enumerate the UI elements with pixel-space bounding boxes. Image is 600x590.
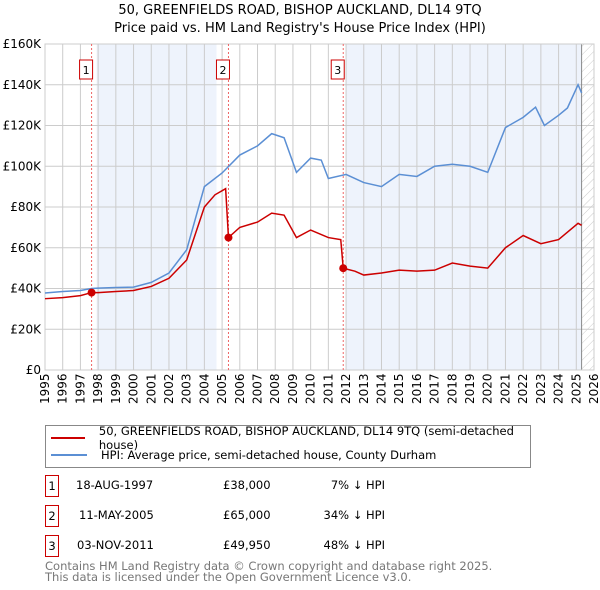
copyright-text: Contains HM Land Registry data © Crown c… <box>45 559 493 573</box>
x-tick-label: 2002 <box>162 373 176 404</box>
sale-price: £65,000 <box>223 508 271 522</box>
sale-marker: 3 <box>45 535 59 557</box>
sale-point <box>339 264 348 273</box>
sale-label-box <box>215 59 230 80</box>
legend: 50, GREENFIELDS ROAD, BISHOP AUCKLAND, D… <box>45 424 531 468</box>
chart-title: 50, GREENFIELDS ROAD, BISHOP AUCKLAND, D… <box>118 3 482 18</box>
x-tick-label: 2019 <box>463 373 477 404</box>
sale-price: £38,000 <box>223 478 271 492</box>
x-tick-label: 1997 <box>73 373 87 404</box>
blue-line-icon <box>51 454 87 456</box>
x-tick-label: 2000 <box>127 373 141 404</box>
sale-label: 2 <box>219 64 226 77</box>
x-tick-label: 1999 <box>109 373 123 404</box>
x-tick-label: 2007 <box>251 373 265 404</box>
x-tick-label: 2026 <box>587 373 600 404</box>
sale-row: 2 11-MAY-2005 £65,000 34% ↓ HPI <box>45 505 545 527</box>
sale-point <box>224 233 233 242</box>
price-chart: 1995 1996 1997 1998 1999 2000 2001 2002 2003 2004… <box>3 37 600 404</box>
y-tick-label: £0 <box>26 363 41 377</box>
sale-point <box>87 288 96 297</box>
x-tick-label: 2001 <box>144 373 158 404</box>
y-tick-label: £80K <box>10 200 42 214</box>
x-tick-label: 2005 <box>215 373 229 404</box>
x-tick-label: 2016 <box>410 373 424 404</box>
x-tick-label: 2020 <box>481 373 495 404</box>
legend-label: HPI: Average price, semi-detached house,… <box>101 448 437 462</box>
x-tick-label: 2011 <box>321 373 335 404</box>
red-line-icon <box>51 437 85 439</box>
x-tick-label: 2014 <box>374 373 388 404</box>
y-tick-label: £160K <box>3 37 43 51</box>
sale-date: 11-MAY-2005 <box>79 508 154 522</box>
sale-date: 03-NOV-2011 <box>77 538 154 552</box>
x-tick-label: 1995 <box>38 373 52 404</box>
sale-marker: 1 <box>45 475 59 497</box>
sale-row: 3 03-NOV-2011 £49,950 48% ↓ HPI <box>45 535 545 557</box>
chart-subtitle: Price paid vs. HM Land Registry's House … <box>114 21 486 36</box>
x-tick-label: 2004 <box>197 373 211 404</box>
x-tick-label: 2025 <box>569 373 583 404</box>
x-tick-label: 2021 <box>498 373 512 404</box>
sale-marker: 2 <box>45 505 59 527</box>
x-tick-label: 2024 <box>552 373 566 404</box>
x-tick-label: 2022 <box>516 373 530 404</box>
y-tick-label: £140K <box>3 78 43 92</box>
y-tick-label: £60K <box>10 241 42 255</box>
sale-label-box <box>330 59 345 80</box>
x-tick-label: 2018 <box>445 373 459 404</box>
x-tick-label: 1996 <box>56 373 70 404</box>
x-tick-label: 2003 <box>180 373 194 404</box>
x-tick-label: 2008 <box>268 373 282 404</box>
sale-hpi-diff: 34% ↓ HPI <box>323 508 385 522</box>
sale-label-box <box>79 59 94 80</box>
x-tick-label: 2006 <box>233 373 247 404</box>
y-tick-label: £120K <box>3 119 43 133</box>
x-tick-label: 2023 <box>534 373 548 404</box>
sale-hpi-diff: 7% ↓ HPI <box>330 478 385 492</box>
x-tick-label: 1998 <box>91 373 105 404</box>
sale-price: £49,950 <box>223 538 271 552</box>
legend-item-hpi: HPI: Average price, semi-detached house,… <box>46 446 436 464</box>
hpi-line <box>44 82 583 294</box>
x-tick-label: 2013 <box>357 373 371 404</box>
x-tick-label: 2010 <box>304 373 318 404</box>
price-line <box>44 187 582 300</box>
x-tick-label: 2009 <box>286 373 300 404</box>
sale-label: 1 <box>83 64 90 77</box>
x-tick-label: 2012 <box>339 373 353 404</box>
legend-item-property: 50, GREENFIELDS ROAD, BISHOP AUCKLAND, D… <box>46 424 530 452</box>
sale-label: 3 <box>334 64 341 77</box>
plot-frame <box>44 43 595 371</box>
licence-text: This data is licensed under the Open Gov… <box>45 570 412 584</box>
x-tick-label: 2017 <box>428 373 442 404</box>
sale-date: 18-AUG-1997 <box>76 478 154 492</box>
sale-hpi-diff: 48% ↓ HPI <box>323 538 385 552</box>
y-tick-label: £100K <box>3 159 43 173</box>
legend-label: 50, GREENFIELDS ROAD, BISHOP AUCKLAND, D… <box>98 424 514 452</box>
y-tick-label: £40K <box>10 282 42 296</box>
sale-row: 1 18-AUG-1997 £38,000 7% ↓ HPI <box>45 475 545 497</box>
x-tick-label: 2015 <box>392 373 406 404</box>
y-tick-label: £20K <box>10 322 42 336</box>
